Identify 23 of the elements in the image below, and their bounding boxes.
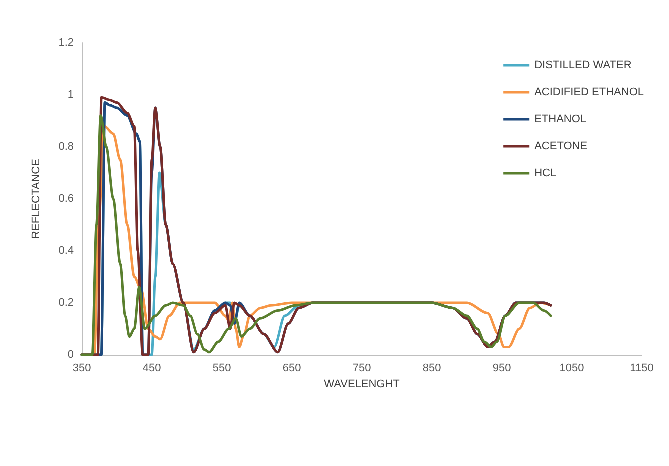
y-tick-label: 0.6 [58, 193, 74, 205]
x-tick-label: 950 [492, 362, 512, 374]
legend-label: DISTILLED WATER [534, 60, 632, 72]
y-tick-label: 1.2 [58, 37, 74, 49]
x-tick-label: 550 [212, 362, 232, 374]
x-tick-label: 1150 [630, 362, 654, 374]
x-tick-label: 650 [282, 362, 302, 374]
legend-label: ACETONE [534, 140, 588, 152]
y-tick-label: 0.4 [58, 245, 74, 257]
x-tick-label: 1050 [560, 362, 584, 374]
y-axis-title: REFLECTANCE [30, 159, 42, 239]
x-tick-label: 750 [352, 362, 372, 374]
y-tick-label: 0 [68, 349, 74, 361]
legend-label: HCL [534, 168, 557, 180]
y-tick-label: 1 [68, 89, 74, 101]
y-tick-label: 0.8 [58, 141, 74, 153]
y-tick-label: 0.2 [58, 297, 74, 309]
legend-label: ETHANOL [534, 114, 587, 126]
x-axis-title: WAVELENGHT [324, 378, 400, 390]
x-tick-label: 350 [72, 362, 92, 374]
x-tick-label: 450 [142, 362, 162, 374]
legend-label: ACIDIFIED ETHANOL [534, 86, 644, 98]
x-tick-label: 850 [422, 362, 442, 374]
